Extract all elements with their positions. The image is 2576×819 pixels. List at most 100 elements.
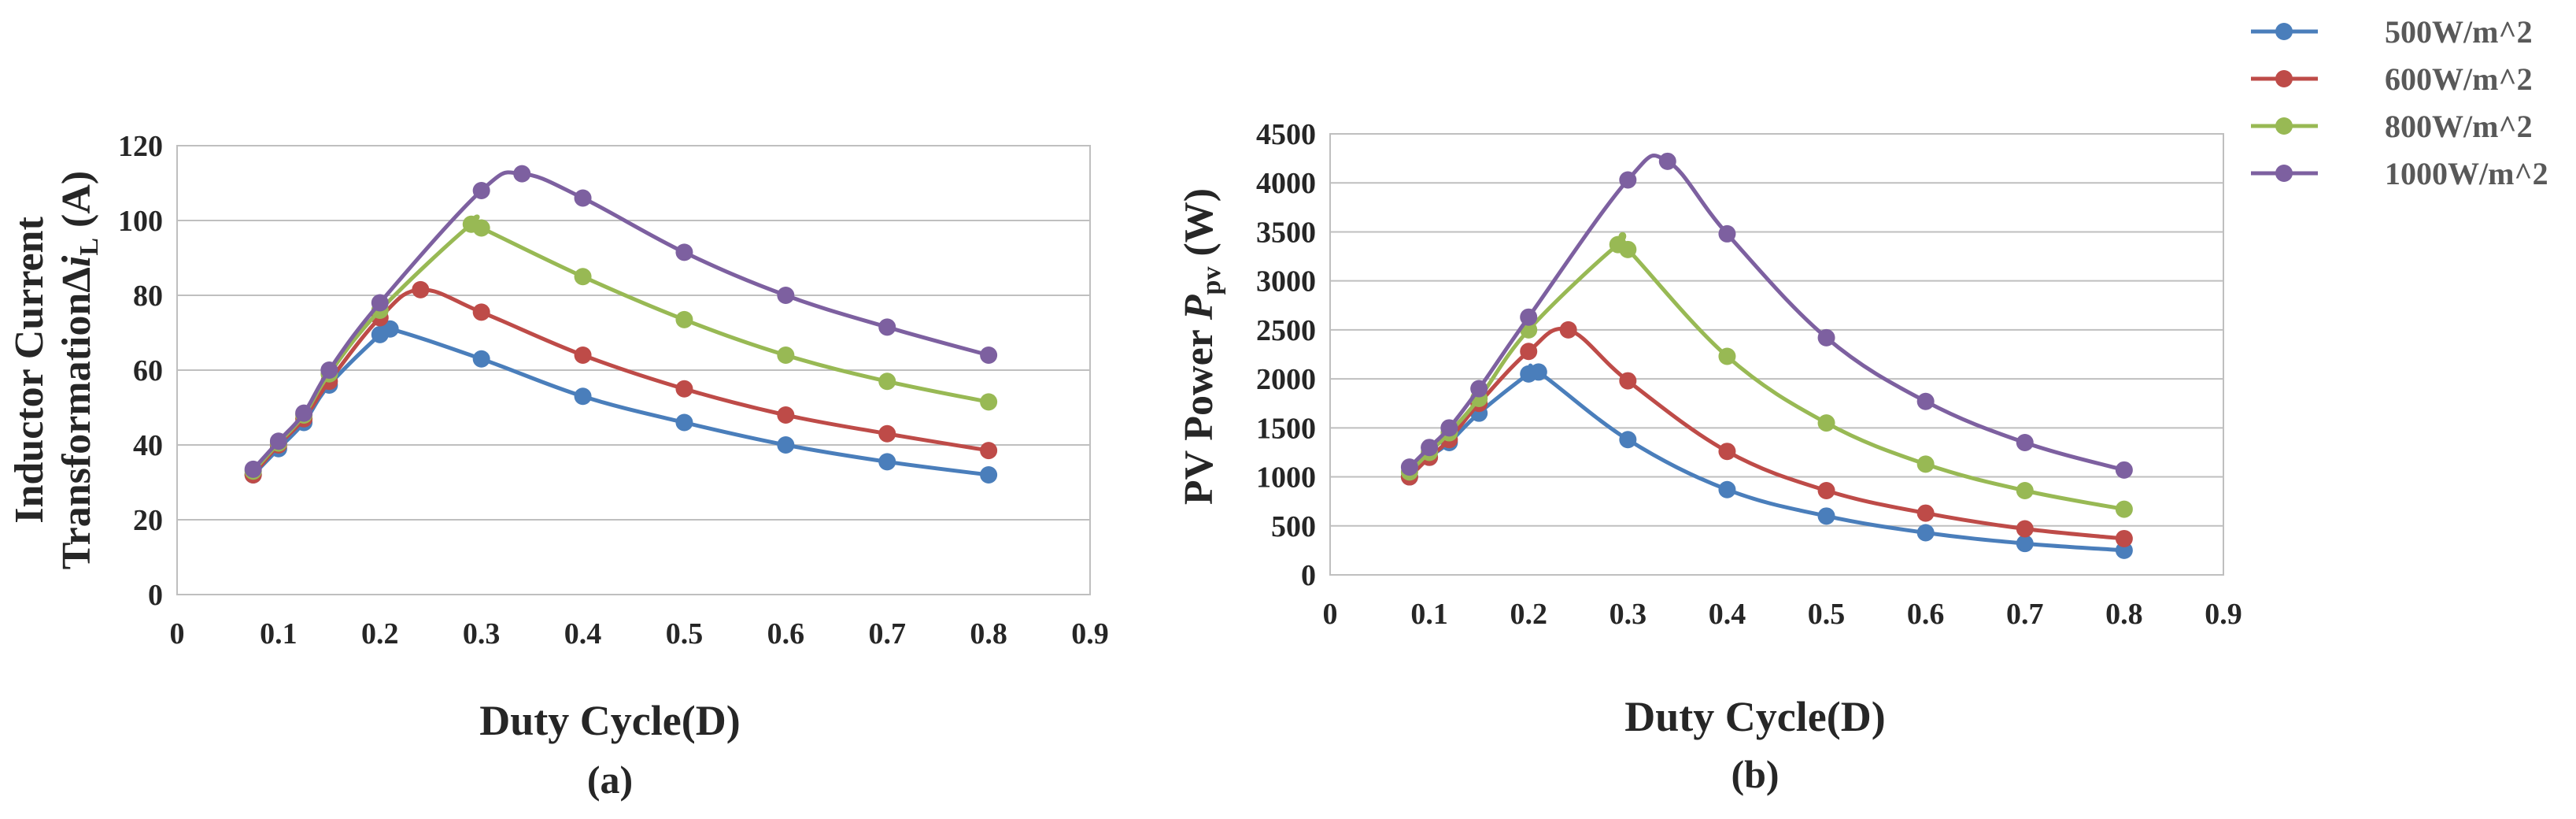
a-data-point [472, 303, 490, 321]
b-data-point [2016, 481, 2034, 499]
a-x-tick-label: 0.2 [361, 617, 399, 650]
y-axis-title-a-prefix: Transformation [54, 293, 99, 570]
b-data-point [1817, 481, 1835, 499]
b-data-point [1916, 504, 1935, 522]
y-axis-title-a-symbol: Δ [54, 267, 99, 293]
b-data-point [1718, 224, 1736, 243]
b-data-point [2115, 529, 2133, 547]
b-data-point [1520, 343, 1538, 361]
a-data-point [878, 453, 896, 471]
y-axis-title-b-unit: (W) [1177, 188, 1221, 267]
b-y-tick-label: 2000 [1256, 363, 1316, 396]
b-data-point [1916, 524, 1935, 542]
a-data-point [574, 346, 592, 364]
a-data-point [269, 432, 287, 450]
a-data-point [777, 346, 795, 364]
legend-marker [2275, 165, 2293, 182]
a-x-tick-label: 0.9 [1071, 617, 1109, 650]
b-x-tick-label: 0.6 [1907, 598, 1945, 631]
b-data-point [1619, 171, 1637, 189]
chart-panel-b: 0 500 1000 1500 2000 2500 3000 3500 4000 4500 0 0.… [1177, 118, 2242, 796]
a-data-point [320, 361, 338, 379]
x-axis-title-a: Duty Cycle(D) [479, 697, 740, 744]
y-axis-title-b-prefix: PV Power [1177, 320, 1221, 505]
a-y-tick-label: 40 [133, 429, 163, 462]
b-x-tick-label: 0.4 [1709, 598, 1746, 631]
b-x-tick-label: 0 [1323, 598, 1338, 631]
b-data-point [2016, 434, 2034, 451]
a-y-tick-label: 60 [133, 354, 163, 387]
b-x-tick-label: 0.1 [1410, 598, 1448, 631]
legend-entry: 600W/m^2 [2251, 61, 2533, 97]
x-tick-labels-b: 0 0.1 0.2 0.3 0.4 0.5 0.6 0.7 0.8 0.9 [1323, 598, 2242, 631]
series-group-a [244, 165, 998, 484]
legend-label: 1000W/m^2 [2385, 156, 2548, 191]
a-data-point [878, 372, 896, 391]
y-tick-labels-a: 0 20 40 60 80 100 120 [118, 130, 163, 612]
y-axis-title-a-unit: (A) [54, 171, 99, 238]
b-data-point [1916, 392, 1935, 410]
a-data-point [980, 466, 998, 484]
a-x-tick-label: 0.4 [564, 617, 602, 650]
a-data-point [675, 380, 693, 398]
b-data-point [1658, 152, 1676, 170]
b-y-tick-label: 0 [1301, 559, 1316, 592]
a-data-point [381, 320, 399, 338]
b-x-tick-label: 0.5 [1808, 598, 1846, 631]
b-x-tick-label: 0.7 [2006, 598, 2044, 631]
a-x-tick-label: 0 [170, 617, 185, 650]
a-data-point [675, 243, 693, 261]
a-y-tick-label: 80 [133, 280, 163, 313]
a-data-point [295, 404, 313, 422]
b-data-point [2016, 520, 2034, 538]
plot-area-b [1329, 133, 2224, 576]
x-tick-labels-a: 0 0.1 0.2 0.3 0.4 0.5 0.6 0.7 0.8 0.9 [170, 617, 1109, 650]
a-x-tick-label: 0.8 [970, 617, 1007, 650]
b-data-point [1718, 480, 1736, 498]
a-data-point [777, 406, 795, 424]
a-data-point [777, 287, 795, 304]
a-y-tick-label: 120 [118, 130, 163, 163]
b-data-point [2115, 461, 2133, 479]
y-tick-labels-b: 0 500 1000 1500 2000 2500 3000 3500 4000 4500 [1256, 118, 1316, 592]
panel-label-a: (a) [587, 758, 633, 802]
a-data-point [675, 413, 693, 432]
a-x-tick-label: 0.3 [463, 617, 501, 650]
b-data-point [1619, 431, 1637, 449]
a-data-point [980, 442, 998, 460]
legend-marker [2275, 70, 2293, 87]
b-data-point [1718, 443, 1736, 461]
y-axis-title-a-line2: TransformationΔiL (A) [54, 171, 104, 569]
b-data-point [1559, 321, 1577, 339]
b-x-tick-label: 0.9 [2205, 598, 2242, 631]
a-data-point [675, 310, 693, 328]
b-data-point [1916, 455, 1935, 473]
a-x-tick-label: 0.5 [666, 617, 704, 650]
b-data-point [1619, 240, 1637, 258]
a-data-point [412, 280, 430, 298]
b-data-point [1817, 414, 1835, 432]
b-data-point [2115, 500, 2133, 518]
b-series-4 [1400, 152, 2133, 479]
y-axis-title-b: PV Power Ppv (W) [1177, 188, 1226, 505]
panel-label-b: (b) [1731, 752, 1779, 796]
b-x-tick-label: 0.2 [1510, 598, 1547, 631]
a-y-tick-label: 0 [148, 579, 163, 612]
y-axis-title-b-sub: pv [1197, 267, 1226, 295]
b-y-tick-label: 3000 [1256, 265, 1316, 298]
legend-entry: 1000W/m^2 [2251, 156, 2548, 191]
b-data-point [1520, 308, 1538, 326]
a-data-point [574, 268, 592, 286]
a-x-tick-label: 0.6 [767, 617, 805, 650]
b-y-tick-label: 2500 [1256, 314, 1316, 347]
a-data-point [472, 219, 490, 237]
a-data-point [244, 460, 262, 478]
a-data-point [513, 165, 531, 183]
legend-label: 500W/m^2 [2385, 14, 2533, 50]
a-data-point [574, 387, 592, 406]
a-y-tick-label: 100 [118, 205, 163, 238]
a-x-tick-label: 0.1 [260, 617, 298, 650]
b-data-point [1817, 507, 1835, 525]
x-axis-title-b: Duty Cycle(D) [1624, 693, 1885, 740]
